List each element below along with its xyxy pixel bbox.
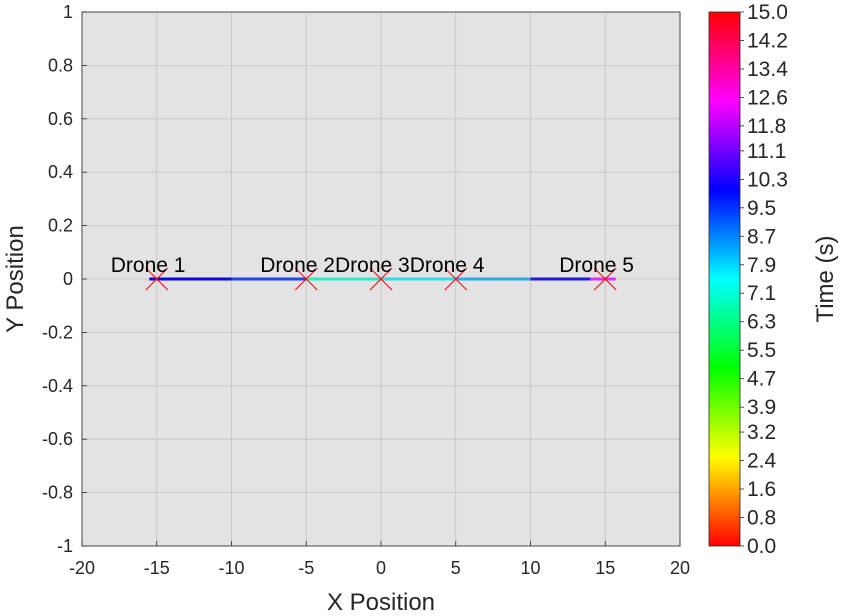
drone-label: Drone 3 — [335, 254, 410, 277]
y-tick-label: -0.8 — [42, 483, 73, 503]
colorbar-ticks: 15.0 14.2 13.4 12.6 11.811.1 10.3 9.5 8.7 7.9 7.1… — [740, 1, 788, 558]
colorbar-tick-label: 13.4 — [747, 58, 788, 81]
colorbar-tick-label: 2.4 — [747, 450, 777, 473]
colorbar-tick-label: 0.0 — [747, 535, 776, 558]
y-tick-label: -1 — [57, 536, 73, 556]
drone-marker — [593, 267, 617, 291]
x-tick-label: 10 — [520, 558, 540, 578]
y-tick-label: 1 — [63, 2, 73, 22]
drone-marker — [145, 267, 169, 291]
x-tick-label: 15 — [595, 558, 615, 578]
colorbar — [708, 11, 741, 547]
x-tick-label: 20 — [670, 558, 690, 578]
colorbar-tick-label: 7.9 — [747, 254, 776, 277]
x-tick-label: 5 — [451, 558, 461, 578]
colorbar-tick-label: 5.5 — [747, 339, 776, 362]
colorbar-tick-label: 10.3 — [747, 168, 788, 191]
y-tick-label: 0.4 — [48, 162, 73, 182]
y-axis-label: Y Position — [2, 225, 29, 333]
colorbar-tick-label: 1.6 — [747, 478, 776, 501]
colorbar-tick-label: 9.5 — [747, 197, 776, 220]
y-tick-label: 0.6 — [48, 109, 73, 129]
x-tick-label: -15 — [144, 558, 170, 578]
drone-marker-stroke — [145, 267, 169, 291]
colorbar-tick-label: 0.8 — [747, 507, 776, 530]
drone-markers — [145, 267, 617, 291]
colorbar-tick-label: 3.2 — [747, 421, 776, 444]
x-tick-label: -20 — [69, 558, 95, 578]
colorbar-tick-label: 11.8 — [747, 115, 786, 138]
x-tick-label: -5 — [298, 558, 314, 578]
y-tick-label: -0.4 — [42, 376, 73, 396]
colorbar-tick-label: 12.6 — [747, 86, 788, 109]
colorbar-tick-label: 14.2 — [747, 29, 788, 52]
drone-label: Drone 5 — [559, 254, 634, 277]
colorbar-tick-label: 3.9 — [747, 396, 776, 419]
x-axis-ticks: -20 -15 -10 -5 0 5 10 15 20 — [69, 541, 690, 578]
drone-label: Drone 4 — [410, 254, 485, 277]
colorbar-tick-label: 15.0 — [747, 1, 788, 24]
drone-marker — [294, 267, 318, 291]
colorbar-tick-label: 8.7 — [747, 225, 776, 248]
x-tick-label: -10 — [218, 558, 244, 578]
drone-marker-stroke — [369, 267, 393, 291]
y-tick-label: 0 — [63, 269, 73, 289]
colorbar-tick-label: 7.1 — [747, 282, 776, 305]
x-tick-label: 0 — [376, 558, 386, 578]
colorbar-tick-label: 6.3 — [747, 311, 776, 334]
drone-marker-stroke — [444, 267, 468, 291]
drone-marker-stroke — [593, 267, 617, 291]
x-axis-label: X Position — [327, 589, 435, 616]
colorbar-tick-label: 4.7 — [747, 368, 776, 391]
drone-labels: Drone 1 Drone 2 Drone 3 Drone 4 Drone 5 — [111, 254, 634, 277]
y-tick-label: 0.8 — [48, 55, 73, 75]
y-tick-label: -0.2 — [42, 322, 73, 342]
colorbar-tick-label: 11.1 — [747, 140, 786, 163]
drone-label: Drone 2 — [260, 254, 335, 277]
y-tick-label: 0.2 — [48, 216, 73, 236]
colorbar-label: Time (s) — [812, 235, 839, 322]
y-tick-label: -0.6 — [42, 429, 73, 449]
y-axis-ticks: 1 0.8 0.6 0.4 0.2 0 -0.2 -0.4 -0.6 -0.8 -1 — [42, 2, 87, 556]
drone-marker — [369, 267, 393, 291]
drone-label: Drone 1 — [111, 254, 186, 277]
drone-marker — [444, 267, 468, 291]
drone-marker-stroke — [294, 267, 318, 291]
